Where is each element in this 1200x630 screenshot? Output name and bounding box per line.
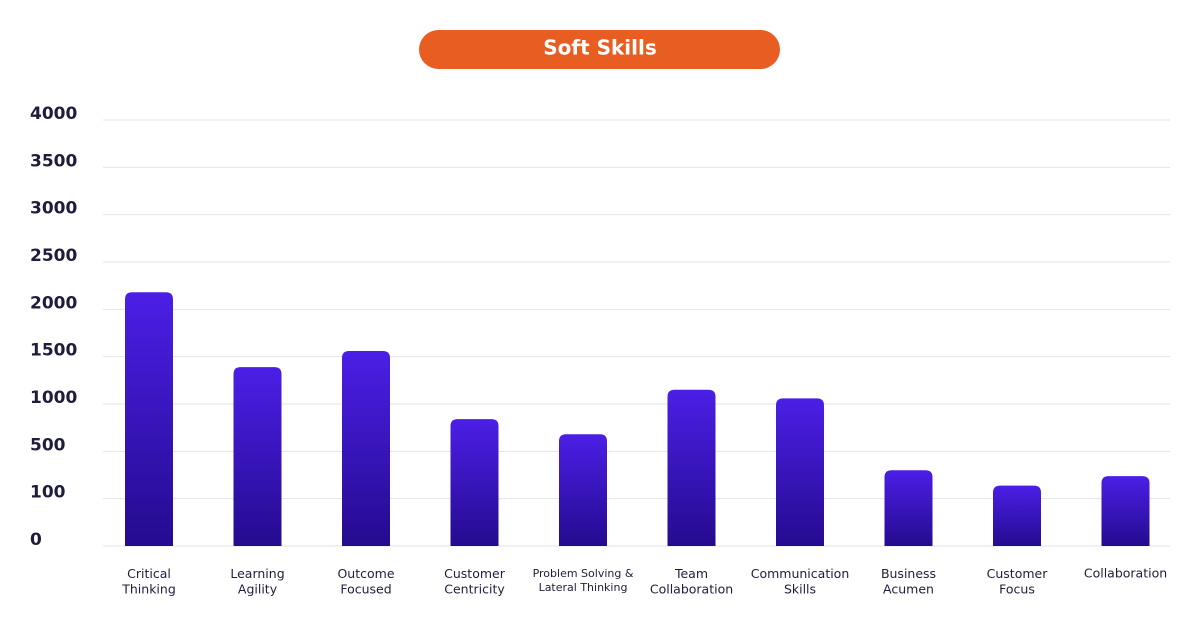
y-tick-label: 100 <box>30 483 66 503</box>
bar <box>233 367 282 546</box>
y-tick-label: 0 <box>30 530 42 550</box>
x-tick-label: Collaboration <box>1084 566 1167 581</box>
x-tick-label: Critical Thinking <box>121 566 176 597</box>
title-pill <box>419 30 780 69</box>
bar <box>884 470 933 546</box>
bar <box>125 292 173 546</box>
y-tick-label: 3500 <box>30 151 77 171</box>
y-tick-label: 1000 <box>30 388 77 408</box>
y-tick-label: 2000 <box>30 293 77 313</box>
bar <box>993 485 1041 546</box>
x-tick-label: Outcome Focused <box>337 566 394 597</box>
chart-title: Soft Skills <box>543 36 657 60</box>
y-tick-label: 3000 <box>30 199 77 219</box>
x-tick-label: Learning Agility <box>230 566 284 597</box>
x-tick-label: Communication Skills <box>751 566 850 597</box>
bar <box>667 389 716 546</box>
bar <box>342 350 390 546</box>
bar <box>776 398 824 546</box>
x-tick-label: Business Acumen <box>881 566 936 597</box>
bar <box>1101 476 1150 546</box>
x-tick-label: Customer Focus <box>987 566 1049 597</box>
x-tick-label: Customer Centricity <box>444 566 506 597</box>
x-tick-label: Team Collaboration <box>650 566 733 597</box>
y-tick-label: 2500 <box>30 246 77 266</box>
y-tick-label: 4000 <box>30 104 77 124</box>
bar <box>450 419 499 546</box>
bar <box>559 434 607 546</box>
x-tick-label: Problem Solving & Lateral Thinking <box>533 567 634 594</box>
y-tick-label: 1500 <box>30 341 77 361</box>
y-tick-label: 500 <box>30 435 66 455</box>
